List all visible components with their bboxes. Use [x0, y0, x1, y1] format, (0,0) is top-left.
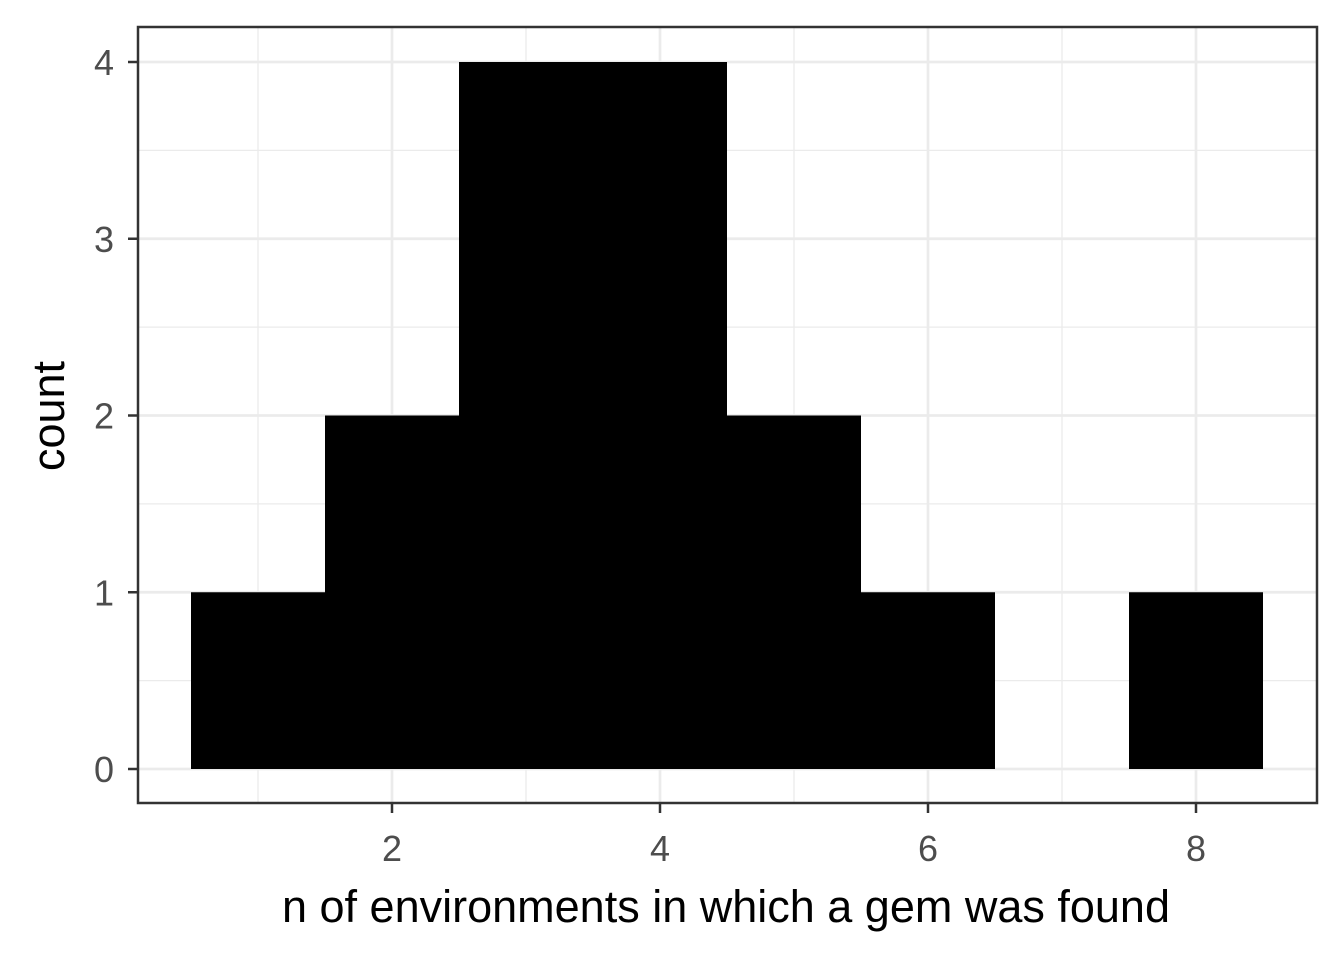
y-tick-label: 1	[94, 572, 114, 613]
histogram-bar	[593, 62, 727, 769]
x-tick-label: 2	[382, 828, 402, 869]
histogram-bar	[861, 592, 995, 769]
y-tick-label: 4	[94, 42, 114, 83]
axis-ticks	[128, 60, 1198, 813]
y-axis-title: count	[23, 360, 74, 471]
histogram-bars	[191, 62, 1263, 769]
y-tick-label: 3	[94, 219, 114, 260]
x-axis-tick-labels: 2 4 6 8	[382, 828, 1206, 869]
x-tick-label: 6	[918, 828, 938, 869]
y-axis-tick-labels: 0 1 2 3 4	[94, 42, 114, 790]
histogram-bar	[1129, 592, 1263, 769]
x-tick-label: 8	[1186, 828, 1206, 869]
histogram-bar	[191, 592, 325, 769]
histogram-bar	[727, 415, 861, 769]
histogram-bar	[325, 415, 459, 769]
x-axis-title: n of environments in which a gem was fou…	[282, 881, 1170, 932]
y-tick-label: 0	[94, 749, 114, 790]
histogram-bar	[459, 62, 593, 769]
x-tick-label: 4	[650, 828, 670, 869]
y-tick-label: 2	[94, 396, 114, 437]
